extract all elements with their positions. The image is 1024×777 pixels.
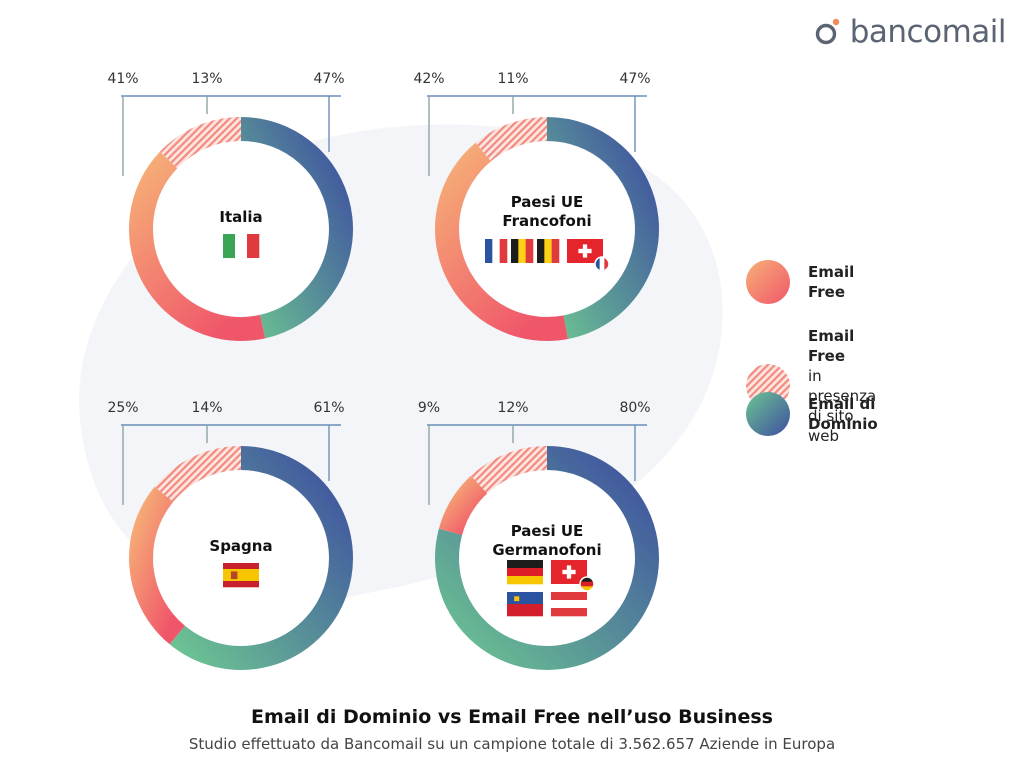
donut-hole	[153, 141, 329, 317]
footer-title: Email di Dominio vs Email Free nell’uso …	[251, 706, 773, 728]
donut-segment-domain	[240, 117, 353, 339]
legend-sublabel-email-free-web: in presenza di sito web	[808, 367, 877, 445]
percent-label-domain: 80%	[619, 400, 650, 416]
legend-item-email-free-web: Email Free in presenza di sito web	[746, 326, 876, 446]
donut-segment-free	[129, 151, 266, 341]
france-flag	[485, 239, 508, 263]
percent-label-domain: 47%	[313, 71, 344, 87]
flags	[223, 563, 259, 588]
donut-segment-domain	[546, 117, 659, 340]
donut-segment-domain	[169, 446, 353, 670]
donut-segment-free-web	[159, 117, 242, 169]
footer-subtitle: Studio effettuato da Bancomail su un cam…	[188, 735, 836, 753]
italy-flag	[223, 234, 260, 258]
percent-label-domain: 47%	[619, 71, 650, 87]
legend-swatch-email-dominio	[746, 392, 790, 436]
percent-label-free: 9%	[418, 400, 440, 416]
belgium-flag	[511, 239, 534, 263]
legend-label-email-free: Email Free	[808, 263, 855, 301]
brand-name: bancomail	[849, 14, 1007, 50]
donut-segment-domain	[435, 446, 659, 670]
donut-segment-free-web	[470, 446, 548, 494]
percent-label-free-web: 14%	[191, 400, 222, 416]
austria-flag	[551, 592, 587, 617]
belgium-flag	[537, 239, 560, 263]
donut-segment-free	[435, 142, 568, 341]
percent-label-free-web: 11%	[497, 71, 528, 87]
percent-label-free: 42%	[413, 71, 444, 87]
germany-flag	[507, 560, 543, 585]
chart-title-line: Italia	[219, 208, 262, 226]
bancomail-logo-icon	[815, 18, 839, 45]
donut-hole	[459, 141, 635, 317]
percent-label-free-web: 12%	[497, 400, 528, 416]
donut-segment-free	[129, 486, 186, 645]
chart-title-line: Paesi UE	[511, 193, 584, 211]
spain-flag	[223, 563, 259, 588]
chart-title-line: Germanofoni	[492, 541, 601, 559]
liechtenstein-flag	[507, 592, 543, 617]
donut-segment-free-web	[154, 446, 242, 503]
percent-label-free: 41%	[107, 71, 138, 87]
flags	[507, 560, 595, 617]
legend-label-email-free-web: Email Free	[808, 327, 855, 365]
flags	[223, 234, 260, 258]
legend-item-email-dominio: Email di Dominio	[746, 392, 878, 436]
germany-badge	[579, 576, 595, 592]
donut-spagna: 25% 14% 61% Spagna	[107, 400, 353, 670]
percent-label-free-web: 13%	[191, 71, 222, 87]
chart-title-line: Spagna	[209, 537, 272, 555]
percent-label-domain: 61%	[313, 400, 344, 416]
flags	[485, 239, 610, 272]
chart-title-line: Paesi UE	[511, 522, 584, 540]
donut-hole	[153, 470, 329, 646]
legend-item-email-free: Email Free	[746, 260, 854, 304]
donut-segment-free-web	[475, 117, 548, 162]
donut-italia: 41% 13% 47% Italia	[107, 71, 353, 341]
legend-swatch-email-free	[746, 260, 790, 304]
chart-title-line: Francofoni	[502, 212, 591, 230]
percent-label-free: 25%	[107, 400, 138, 416]
donut-hole	[459, 470, 635, 646]
brand: bancomail	[814, 12, 1007, 52]
legend-label-email-dominio: Email di Dominio	[808, 395, 878, 433]
donut-segment-free	[438, 475, 488, 536]
luxembourg-flag	[594, 256, 610, 272]
